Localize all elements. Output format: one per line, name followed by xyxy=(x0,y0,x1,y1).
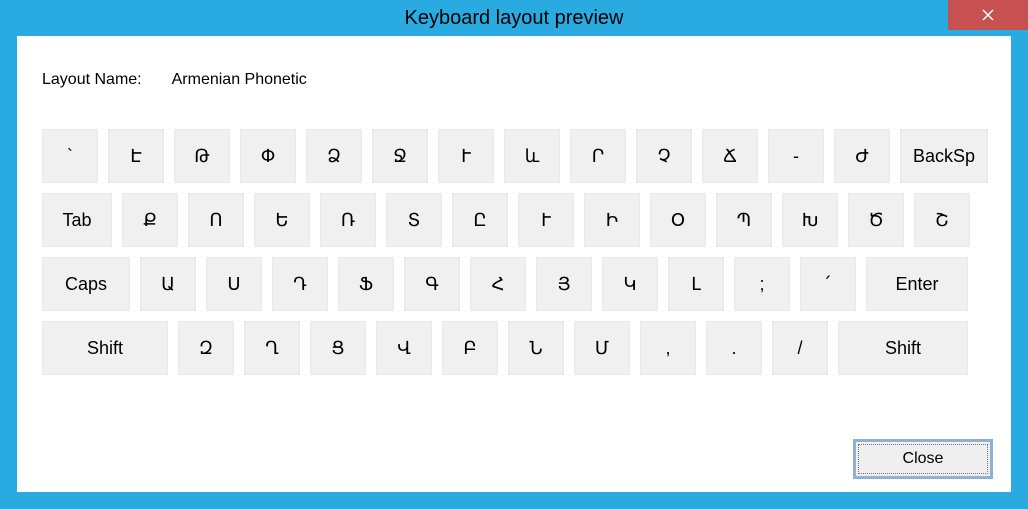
keyboard-key[interactable]: Պ xyxy=(716,193,772,247)
keyboard-key[interactable]: Ձ xyxy=(306,129,362,183)
keyboard-key[interactable]: Ն xyxy=(508,321,564,375)
titlebar: Keyboard layout preview xyxy=(0,0,1028,36)
keyboard-key[interactable]: Ե xyxy=(254,193,310,247)
keyboard-key[interactable]: Թ xyxy=(174,129,230,183)
layout-name-value: Armenian Phonetic xyxy=(172,71,307,89)
window-close-button[interactable] xyxy=(948,0,1028,30)
keyboard-key[interactable]: Ֆ xyxy=(338,257,394,311)
keyboard-key[interactable]: Հ xyxy=(470,257,526,311)
keyboard-key[interactable]: ` xyxy=(42,129,98,183)
keyboard-key[interactable]: Վ xyxy=(376,321,432,375)
close-button[interactable]: Close xyxy=(855,441,991,477)
keyboard-key[interactable]: Օ xyxy=(650,193,706,247)
keyboard-key[interactable]: Tab xyxy=(42,193,112,247)
keyboard-key[interactable]: Enter xyxy=(866,257,968,311)
keyboard-key[interactable]: Ր xyxy=(570,129,626,183)
keyboard-key[interactable]: Բ xyxy=(442,321,498,375)
keyboard-key[interactable]: Յ xyxy=(536,257,592,311)
keyboard-key[interactable]: Դ xyxy=(272,257,328,311)
keyboard-row: CapsԱՍԴՖԳՀՅԿԼ;՛Enter xyxy=(42,257,991,311)
keyboard-key[interactable]: Ծ xyxy=(848,193,904,247)
keyboard-key[interactable]: Ժ xyxy=(834,129,890,183)
keyboard-key[interactable]: Shift xyxy=(42,321,168,375)
keyboard-key[interactable]: Մ xyxy=(574,321,630,375)
keyboard-key[interactable]: Լ xyxy=(668,257,724,311)
keyboard-key[interactable]: Ռ xyxy=(320,193,376,247)
keyboard-key[interactable]: Ճ xyxy=(702,129,758,183)
window-frame: Keyboard layout preview Layout Name: Arm… xyxy=(0,0,1028,509)
keyboard-key[interactable]: Զ xyxy=(178,321,234,375)
keyboard-key[interactable]: Ց xyxy=(310,321,366,375)
keyboard-key[interactable]: Caps xyxy=(42,257,130,311)
keyboard-key[interactable]: Տ xyxy=(386,193,442,247)
keyboard-key[interactable]: Ղ xyxy=(244,321,300,375)
keyboard-key[interactable]: / xyxy=(772,321,828,375)
keyboard-key[interactable]: Ը xyxy=(452,193,508,247)
keyboard-key[interactable]: Ս xyxy=(206,257,262,311)
footer: Close xyxy=(855,441,991,477)
keyboard-key[interactable]: Ի xyxy=(584,193,640,247)
keyboard-key[interactable]: Կ xyxy=(602,257,658,311)
keyboard-key[interactable]: և xyxy=(504,129,560,183)
keyboard-key[interactable]: . xyxy=(706,321,762,375)
keyboard-row: `ԷԹՓՁՋՒևՐՉՃ-ԺBackSp xyxy=(42,129,991,183)
layout-name-label: Layout Name: xyxy=(42,71,142,89)
layout-name-row: Layout Name: Armenian Phonetic xyxy=(42,71,991,89)
keyboard-key[interactable]: Ջ xyxy=(372,129,428,183)
content-area: Layout Name: Armenian Phonetic `ԷԹՓՁՋՒևՐ… xyxy=(17,36,1011,492)
keyboard-key[interactable]: Գ xyxy=(404,257,460,311)
keyboard-key[interactable]: ; xyxy=(734,257,790,311)
window-title: Keyboard layout preview xyxy=(404,7,623,30)
keyboard-row: TabՔՈԵՌՏԸՒԻՕՊԽԾՇ xyxy=(42,193,991,247)
keyboard-key[interactable]: Ա xyxy=(140,257,196,311)
keyboard-key[interactable]: Շ xyxy=(914,193,970,247)
keyboard-key[interactable]: - xyxy=(768,129,824,183)
keyboard-key[interactable]: Ք xyxy=(122,193,178,247)
keyboard-key[interactable]: Խ xyxy=(782,193,838,247)
keyboard: `ԷԹՓՁՋՒևՐՉՃ-ԺBackSpTabՔՈԵՌՏԸՒԻՕՊԽԾՇCapsԱ… xyxy=(42,129,991,375)
keyboard-key[interactable]: Փ xyxy=(240,129,296,183)
close-icon xyxy=(982,9,994,21)
keyboard-key[interactable]: Shift xyxy=(838,321,968,375)
keyboard-key[interactable]: Ւ xyxy=(438,129,494,183)
keyboard-key[interactable]: , xyxy=(640,321,696,375)
keyboard-key[interactable]: ՛ xyxy=(800,257,856,311)
keyboard-row: ShiftԶՂՑՎԲՆՄ,./Shift xyxy=(42,321,991,375)
keyboard-key[interactable]: Ւ xyxy=(518,193,574,247)
keyboard-key[interactable]: BackSp xyxy=(900,129,988,183)
keyboard-key[interactable]: Ո xyxy=(188,193,244,247)
keyboard-key[interactable]: Չ xyxy=(636,129,692,183)
keyboard-key[interactable]: Է xyxy=(108,129,164,183)
